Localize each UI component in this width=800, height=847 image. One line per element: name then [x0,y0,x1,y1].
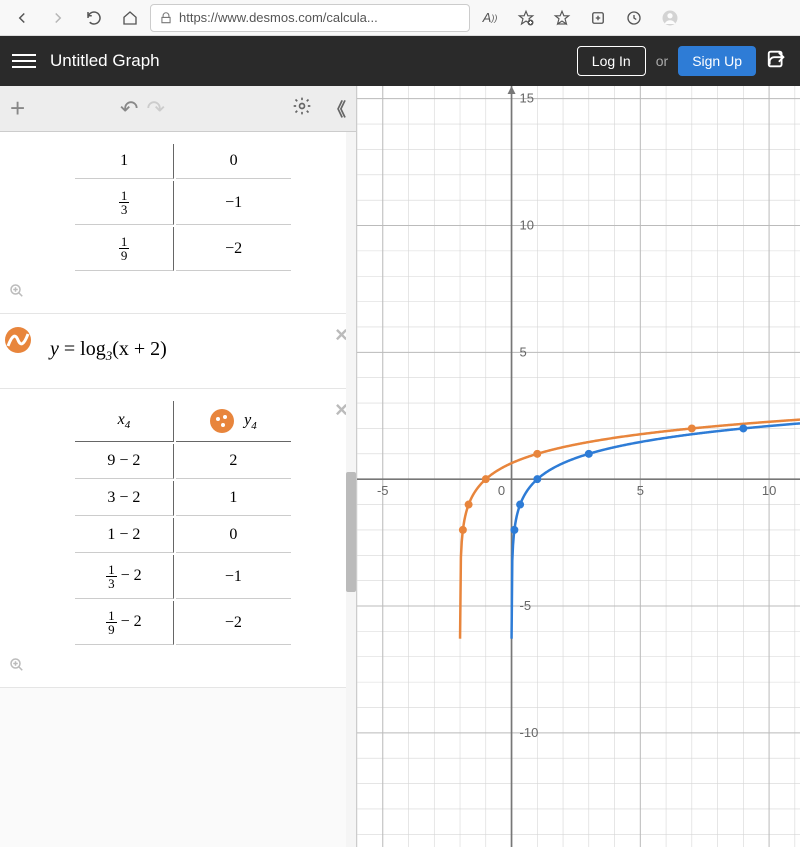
formula-text[interactable]: y = log3(x + 2) [40,332,326,370]
home-button[interactable] [114,4,146,32]
browser-toolbar: https://www.desmos.com/calcula... A)) [0,0,800,36]
data-table-1: 1013−119−2 [73,142,293,273]
expression-panel: + ↶ ↷ 《 1013−119−2 [0,86,357,847]
add-favorite-button[interactable] [510,4,542,32]
svg-text:5: 5 [520,344,527,359]
collapse-panel-button[interactable]: 《 [328,96,346,122]
svg-text:-5: -5 [520,598,532,613]
scrollbar-thumb[interactable] [346,472,356,592]
collections-button[interactable] [582,4,614,32]
favorites-button[interactable] [546,4,578,32]
app-header: Untitled Graph Log In or Sign Up [0,36,800,86]
read-aloud-button[interactable]: A)) [474,4,506,32]
lock-icon [159,11,173,25]
url-bar[interactable]: https://www.desmos.com/calcula... [150,4,470,32]
panel-toolbar: + ↶ ↷ 《 [0,86,356,132]
svg-text:-10: -10 [520,725,539,740]
expression-list: 1013−119−2 × y = log3(x + 2) [0,132,356,847]
profile-button[interactable] [654,4,686,32]
zoom-fit-icon[interactable] [8,282,26,305]
table-expression-1[interactable]: 1013−119−2 [0,132,356,314]
svg-text:10: 10 [762,483,776,498]
svg-text:15: 15 [520,91,534,106]
settings-button[interactable] [292,96,312,122]
history-button[interactable] [618,4,650,32]
formula-expression[interactable]: × y = log3(x + 2) [0,314,356,389]
redo-button[interactable]: ↷ [146,96,164,122]
zoom-fit-icon[interactable] [8,656,26,679]
color-indicator-icon[interactable] [210,409,234,433]
svg-text:0: 0 [498,483,505,498]
or-label: or [656,53,668,69]
login-button[interactable]: Log In [577,46,646,76]
curve-icon[interactable] [4,326,32,354]
data-table-2: x4 y4 9 − 223 − 211 − 2013 − 2−119 − 2−2 [73,399,293,647]
svg-text:5: 5 [637,483,644,498]
graph-canvas[interactable]: -5 5 10 -10 -5 5 10 15 0 [357,86,800,847]
signup-button[interactable]: Sign Up [678,46,756,76]
table-expression-2[interactable]: × x4 y4 9 − 223 − 211 − 2013 − 2−119 − 2… [0,389,356,688]
url-text: https://www.desmos.com/calcula... [179,10,378,25]
back-button[interactable] [6,4,38,32]
menu-button[interactable] [12,49,36,73]
graph-panel[interactable]: -5 5 10 -10 -5 5 10 15 0 [357,86,800,847]
svg-text:-5: -5 [377,483,389,498]
scrollbar[interactable] [346,132,356,847]
graph-title[interactable]: Untitled Graph [50,51,160,71]
share-button[interactable] [766,48,788,75]
forward-button[interactable] [42,4,74,32]
svg-text:10: 10 [520,218,534,233]
undo-button[interactable]: ↶ [120,96,138,122]
refresh-button[interactable] [78,4,110,32]
add-expression-button[interactable]: + [10,93,40,124]
